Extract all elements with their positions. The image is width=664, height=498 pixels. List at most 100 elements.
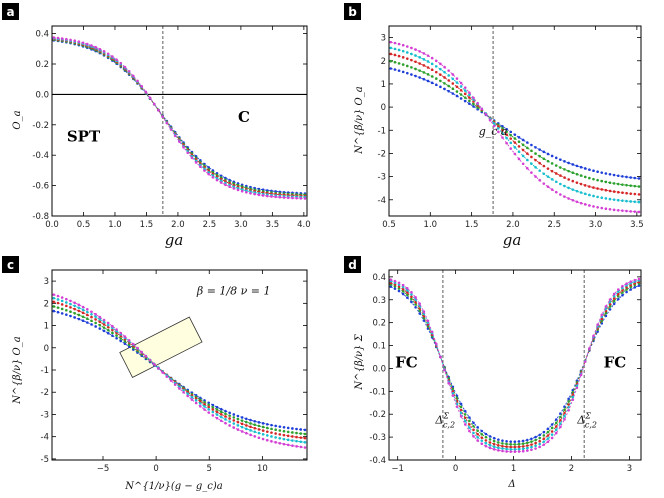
x-tick-label: −1 (391, 464, 404, 474)
y-tick-label: -0.1 (369, 387, 386, 397)
data-point (497, 449, 500, 452)
data-point (303, 446, 307, 449)
y-tick-label: 0.0 (35, 90, 49, 100)
data-series-L4 (389, 46, 641, 204)
data-point (579, 201, 583, 205)
y-tick-label: 3 (44, 277, 49, 287)
data-point (257, 421, 261, 424)
data-point (299, 432, 303, 435)
data-point (468, 96, 471, 99)
data-series-L1 (52, 309, 307, 432)
x-tick-label: 5 (207, 464, 212, 474)
series-line (390, 68, 640, 179)
data-point (303, 440, 307, 444)
data-point (291, 435, 294, 438)
region-label: SPT (67, 128, 101, 146)
data-series-L4 (52, 296, 307, 444)
data-point (286, 438, 290, 442)
x-tick-label: 4.0 (297, 220, 311, 230)
data-point (282, 442, 286, 446)
data-point (616, 190, 620, 194)
data-point (604, 188, 608, 192)
data-point (303, 428, 307, 432)
data-point (505, 450, 508, 453)
data-series-L5 (52, 36, 307, 200)
data-series-L3 (52, 37, 307, 198)
data-point (484, 432, 488, 436)
plot-frame (51, 25, 308, 217)
series-line (53, 37, 306, 199)
data-point (633, 184, 637, 188)
y-tick-label: 2 (381, 57, 386, 67)
series-line (390, 281, 640, 448)
data-point (616, 182, 620, 186)
series-line (53, 297, 306, 443)
x-tick-label: 2.5 (547, 220, 561, 230)
y-tick-label: 0 (44, 344, 49, 354)
panel-label-c-box (2, 256, 19, 273)
data-point (169, 379, 173, 382)
y-tick-label: -1 (41, 366, 49, 376)
region-label: FC (395, 353, 418, 371)
panel-label-b-box (344, 3, 361, 20)
data-point (621, 183, 624, 186)
data-point (270, 195, 273, 198)
data-point (463, 419, 467, 423)
x-tick-label: 3.0 (234, 220, 248, 230)
x-tick-label: 1.5 (140, 220, 154, 230)
series-line (53, 37, 306, 198)
data-point (282, 196, 286, 199)
y-tick-label: 0 (381, 103, 386, 113)
x-tick-label: 0.0 (45, 220, 59, 230)
panel-b-ylabel: N^{β/ν} O_a (354, 86, 365, 154)
data-point (554, 421, 558, 425)
series-line (390, 47, 640, 203)
data-point (525, 441, 529, 445)
data-point (596, 187, 599, 190)
data-point (612, 190, 616, 193)
series-line (390, 60, 640, 187)
data-point (600, 188, 604, 191)
region-label: C (238, 108, 250, 126)
x-tick-label: 3 (627, 464, 632, 474)
data-point (625, 209, 628, 213)
y-tick-label: 0.2 (372, 319, 386, 329)
data-point (299, 440, 303, 444)
data-point (509, 443, 513, 446)
data-point (389, 46, 393, 50)
data-point (295, 196, 298, 200)
data-point (77, 306, 81, 310)
x-tick-label: 3.5 (630, 220, 644, 230)
data-point (629, 176, 633, 179)
data-point (629, 184, 633, 187)
data-point (509, 447, 513, 451)
panel-a-xlabel: ga (165, 231, 184, 249)
data-point (621, 175, 624, 178)
data-point (249, 418, 252, 422)
data-point (286, 196, 290, 200)
data-point (278, 195, 282, 199)
x-tick-label: 3.0 (589, 220, 603, 230)
series-line (390, 285, 640, 443)
data-point (484, 113, 488, 116)
data-point (111, 324, 114, 328)
y-tick-label: 3 (381, 34, 386, 44)
y-tick-label: 2 (44, 299, 49, 309)
data-point (608, 189, 612, 193)
data-point (637, 185, 641, 188)
critical-delta-label: ΔΣ c,2 (576, 411, 597, 429)
data-point (106, 331, 110, 335)
data-point (513, 141, 517, 144)
x-tick-label: 2.0 (171, 220, 185, 230)
data-point (492, 448, 496, 451)
data-point (633, 210, 637, 213)
data-point (629, 200, 633, 203)
data-point (274, 195, 277, 199)
data-point (505, 445, 508, 449)
y-tick-label: -0.2 (369, 410, 386, 420)
data-point (219, 415, 223, 419)
panel-label-a: a (6, 5, 14, 19)
series-line (53, 310, 306, 431)
data-point (497, 446, 500, 450)
